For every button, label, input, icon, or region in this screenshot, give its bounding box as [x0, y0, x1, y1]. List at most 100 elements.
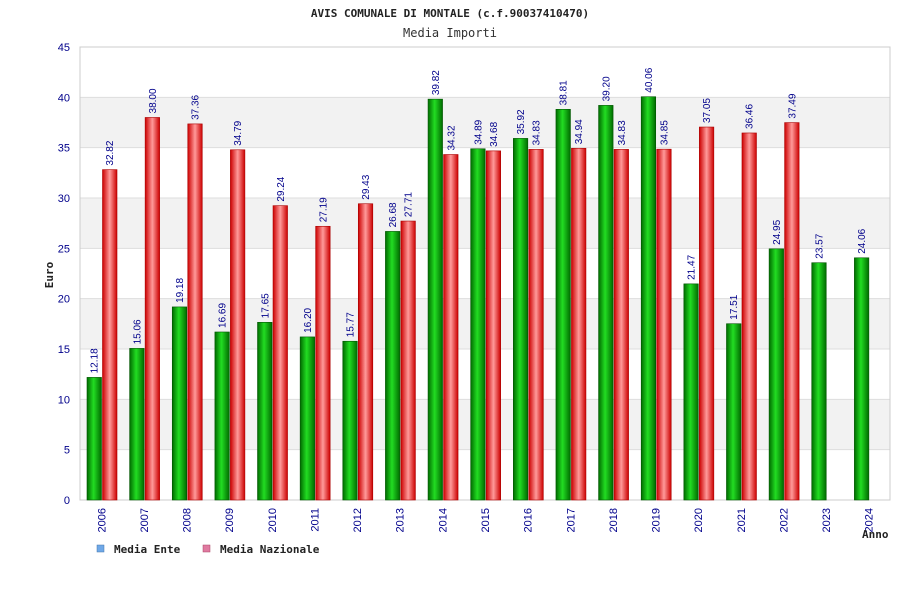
- y-tick-label: 0: [64, 495, 70, 507]
- bar-media-ente: [640, 96, 657, 501]
- data-label-media-nazionale: 37.49: [787, 93, 798, 118]
- data-label-media-nazionale: 27.71: [404, 192, 415, 217]
- bar-media-ente: [427, 98, 443, 501]
- data-label-media-ente: 16.69: [218, 303, 229, 328]
- bar-media-nazionale: [699, 126, 715, 501]
- y-tick-label: 5: [64, 445, 70, 457]
- x-tick-label: 2015: [480, 508, 492, 532]
- bar-media-nazionale: [400, 220, 416, 501]
- chart-title: AVIS COMUNALE DI MONTALE (c.f.9003741047…: [311, 7, 589, 20]
- x-tick-label: 2024: [864, 508, 876, 532]
- x-tick-label: 2010: [267, 508, 279, 532]
- bar-media-nazionale: [230, 149, 246, 501]
- bar-media-ente: [342, 340, 358, 501]
- data-label-media-ente: 17.51: [729, 294, 740, 319]
- data-label-media-nazionale: 38.00: [148, 88, 159, 113]
- bar-media-nazionale: [144, 117, 160, 501]
- bar-media-ente: [598, 105, 614, 501]
- x-tick-label: 2021: [736, 508, 748, 532]
- data-label-media-nazionale: 29.24: [276, 176, 287, 201]
- bar-media-nazionale: [485, 150, 501, 501]
- data-label-media-ente: 24.95: [772, 219, 783, 244]
- bar-media-nazionale: [784, 122, 800, 501]
- data-label-media-ente: 38.81: [559, 80, 570, 105]
- bar-media-nazionale: [443, 154, 459, 501]
- y-tick-label: 45: [58, 42, 70, 54]
- legend-swatch-media-ente: [96, 544, 105, 553]
- bar-media-ente: [683, 283, 699, 501]
- bar-group: [86, 96, 870, 501]
- y-tick-label: 40: [58, 92, 70, 104]
- data-labels: 12.18 32.82 15.06 38.00 19.18 37.36 16.69 34.79…: [90, 67, 868, 373]
- legend-label-media-ente: Media Ente: [114, 543, 181, 556]
- data-label-media-ente: 21.47: [687, 254, 698, 279]
- data-label-media-ente: 16.20: [303, 307, 314, 332]
- bar-media-ente: [86, 377, 102, 501]
- y-axis: 0 5 10 15 20 25 30 35 40 45: [58, 42, 70, 507]
- data-label-media-ente: 15.06: [132, 319, 143, 344]
- x-tick-label: 2017: [565, 508, 577, 532]
- data-label-media-nazionale: 34.32: [446, 125, 457, 150]
- data-label-media-nazionale: 34.83: [617, 120, 628, 145]
- data-label-media-ente: 39.82: [431, 70, 442, 95]
- bar-media-ente: [555, 109, 571, 501]
- x-tick-label: 2006: [96, 508, 108, 532]
- bar-media-ente: [513, 138, 529, 501]
- data-label-media-nazionale: 34.79: [233, 120, 244, 145]
- data-label-media-ente: 23.57: [814, 233, 825, 258]
- data-label-media-ente: 40.06: [644, 67, 655, 92]
- data-label-media-nazionale: 34.85: [659, 120, 670, 145]
- x-tick-label: 2022: [778, 508, 790, 532]
- x-axis: 2006 2007 2008 2009 2010 2011 2012 2013 2014 2015…: [96, 508, 875, 532]
- data-label-media-ente: 19.18: [175, 277, 186, 302]
- data-label-media-nazionale: 34.94: [574, 119, 585, 144]
- bar-media-ente: [214, 331, 230, 501]
- y-axis-label: Euro: [43, 261, 56, 288]
- x-tick-label: 2019: [651, 508, 663, 532]
- bar-media-nazionale: [741, 132, 757, 501]
- data-label-media-nazionale: 34.83: [532, 120, 543, 145]
- bar-media-ente: [768, 248, 784, 501]
- grid-band: [80, 47, 890, 98]
- bar-media-ente: [385, 231, 401, 501]
- data-label-media-nazionale: 37.05: [702, 98, 713, 123]
- legend-label-media-nazionale: Media Nazionale: [220, 543, 320, 556]
- bar-media-ente: [299, 336, 315, 501]
- data-label-media-ente: 34.89: [473, 119, 484, 144]
- bar-media-nazionale: [571, 147, 587, 501]
- bar-media-ente: [854, 257, 870, 501]
- data-label-media-ente: 26.68: [388, 202, 399, 227]
- bar-media-ente: [811, 262, 827, 501]
- bar-media-ente: [129, 348, 145, 501]
- bar-media-nazionale: [613, 149, 629, 501]
- x-tick-label: 2012: [352, 508, 364, 532]
- bar-media-ente: [726, 323, 742, 501]
- x-axis-label: Anno: [862, 528, 889, 541]
- bar-media-nazionale: [656, 148, 672, 501]
- bar-media-ente: [257, 322, 273, 501]
- y-tick-label: 20: [58, 294, 70, 306]
- legend-swatch-media-nazionale: [202, 544, 211, 553]
- y-tick-label: 30: [58, 193, 70, 205]
- y-tick-label: 10: [58, 394, 70, 406]
- x-tick-label: 2009: [224, 508, 236, 532]
- x-tick-label: 2013: [395, 508, 407, 532]
- data-label-media-nazionale: 32.82: [105, 140, 116, 165]
- x-tick-label: 2008: [182, 508, 194, 532]
- bar-media-nazionale: [315, 225, 331, 501]
- data-label-media-ente: 24.06: [857, 228, 868, 253]
- x-tick-label: 2018: [608, 508, 620, 532]
- data-label-media-ente: 17.65: [260, 293, 271, 318]
- bar-media-ente: [470, 148, 486, 501]
- x-tick-label: 2016: [523, 508, 535, 532]
- y-tick-label: 35: [58, 143, 70, 155]
- data-label-media-ente: 12.18: [90, 348, 101, 373]
- data-label-media-ente: 39.20: [601, 76, 612, 101]
- x-tick-label: 2011: [309, 508, 321, 532]
- bar-media-nazionale: [272, 205, 288, 501]
- data-label-media-nazionale: 37.36: [191, 94, 202, 119]
- chart-subtitle: Media Importi: [403, 26, 497, 40]
- data-label-media-ente: 35.92: [516, 109, 527, 134]
- bar-media-ente: [171, 306, 188, 501]
